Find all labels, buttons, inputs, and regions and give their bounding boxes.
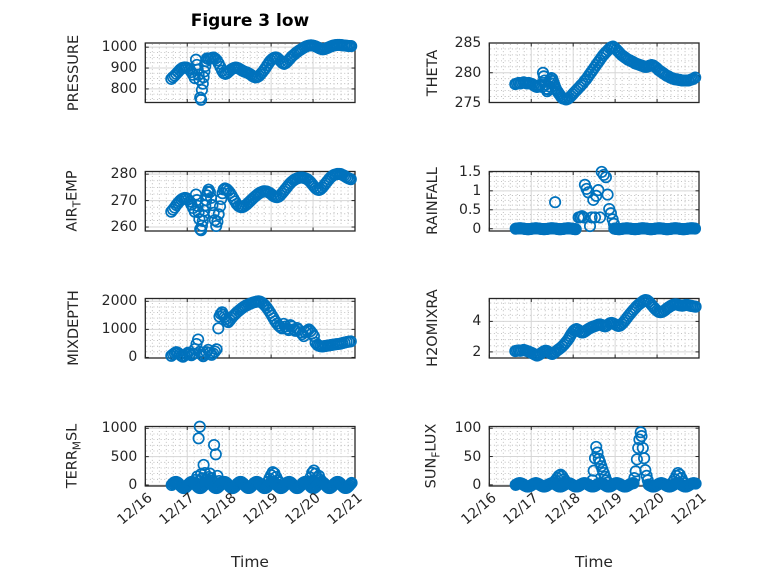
y-tick-label: 500 (110, 448, 138, 465)
subplot-theta (488, 40, 702, 106)
y-tick-label: 2000 (101, 293, 138, 310)
scatter-series-air-temp (165, 167, 357, 237)
y-tick-label: 900 (110, 60, 138, 77)
subplot-air-temp (144, 167, 357, 237)
y-tick-label: 0 (128, 349, 138, 366)
x-axis-label-right: Time (575, 553, 613, 571)
y-tick-label: 1000 (101, 420, 138, 437)
subplot-sun-flux (488, 425, 702, 493)
y-axis-label-pressure: PRESSURE (66, 34, 82, 111)
y-tick-label: 280 (454, 64, 482, 81)
scatter-series-h2omixra (509, 293, 702, 362)
subplot-terr-msl (144, 420, 358, 495)
y-tick-label: 0 (128, 476, 138, 493)
y-tick-label: 0 (472, 476, 482, 493)
subplot-h2omixra (488, 293, 702, 362)
y-tick-label: 275 (454, 94, 482, 111)
scatter-series-mixdepth (165, 295, 357, 363)
y-tick-label: 2 (472, 343, 482, 360)
y-tick-label: 1.5 (459, 163, 482, 180)
y-tick-label: 260 (110, 219, 138, 236)
subplot-mixdepth (144, 295, 357, 363)
y-axis-label-h2omixra: H2OMIXRA (425, 289, 441, 368)
scatter-series-theta (509, 40, 702, 106)
y-axis-label-rainfall: RAINFALL (425, 167, 441, 236)
y-tick-label: 4 (472, 313, 482, 330)
y-tick-label: 0.5 (459, 201, 482, 218)
y-tick-label: 280 (110, 166, 138, 183)
y-axis-label-sun-flux: SUNFLUX (423, 423, 443, 489)
subplot-rainfall (488, 165, 702, 236)
scatter-series-rainfall (509, 165, 702, 236)
y-tick-label: 1000 (101, 321, 138, 338)
axes-box (488, 297, 700, 359)
y-tick-label: 1 (472, 182, 482, 199)
scatter-series-pressure (165, 38, 358, 106)
y-tick-label: 1000 (101, 39, 138, 56)
y-tick-label: 800 (110, 80, 138, 97)
y-tick-label: 50 (463, 448, 482, 465)
y-axis-label-air-temp: AIRTEMP (64, 170, 84, 232)
y-tick-label: 285 (454, 35, 482, 51)
axes-box (144, 170, 356, 232)
figure-title: Figure 3 low (190, 11, 310, 31)
scatter-series-sun-flux (509, 426, 702, 493)
subplot-pressure (144, 38, 358, 106)
y-axis-label-mixdepth: MIXDEPTH (66, 290, 82, 367)
y-tick-label: 270 (110, 192, 138, 209)
x-axis-label-left: Time (231, 553, 269, 571)
y-tick-label: 0 (472, 220, 482, 237)
y-axis-label-terr-msl: TERRMSL (64, 423, 84, 489)
y-tick-label: 100 (454, 420, 482, 437)
y-axis-label-theta: THETA (425, 49, 441, 97)
scatter-series-terr-msl (165, 420, 358, 495)
